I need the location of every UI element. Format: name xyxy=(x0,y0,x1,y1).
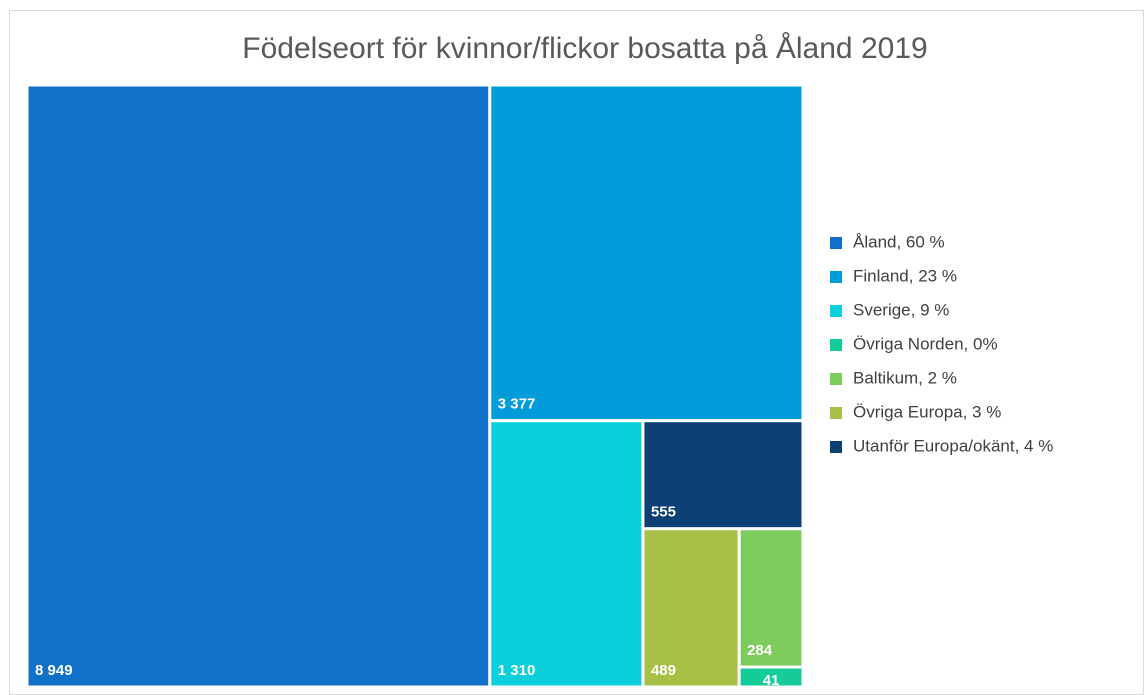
tile xyxy=(25,83,492,689)
tile xyxy=(488,83,805,423)
value-label: 555 xyxy=(651,504,676,521)
legend-swatch xyxy=(830,271,842,283)
legend-swatch xyxy=(830,407,842,419)
value-label: 3 377 xyxy=(498,396,536,413)
legend-swatch xyxy=(830,237,842,249)
legend-swatch xyxy=(830,305,842,317)
value-label: 8 949 xyxy=(35,662,73,679)
value-label: 1 310 xyxy=(498,662,536,679)
legend-label: Finland, 23 % xyxy=(853,266,957,285)
tile xyxy=(488,419,645,689)
value-label: 489 xyxy=(651,662,676,679)
legend-label: Åland, 60 % xyxy=(853,232,945,251)
legend-label: Övriga Europa, 3 % xyxy=(853,402,1001,421)
value-label: 284 xyxy=(747,642,773,659)
legend-swatch xyxy=(830,441,842,453)
legend-label: Baltikum, 2 % xyxy=(853,368,957,387)
legend-label: Sverige, 9 % xyxy=(853,300,949,319)
legend-label: Övriga Norden, 0% xyxy=(853,334,998,353)
tile xyxy=(641,419,805,531)
legend-label: Utanför Europa/okänt, 4 % xyxy=(853,436,1053,455)
value-label: 41 xyxy=(763,672,780,689)
chart-title: Födelseort för kvinnor/flickor bosatta p… xyxy=(242,32,927,65)
tile xyxy=(641,527,741,689)
legend-swatch xyxy=(830,339,842,351)
legend-swatch xyxy=(830,373,842,385)
